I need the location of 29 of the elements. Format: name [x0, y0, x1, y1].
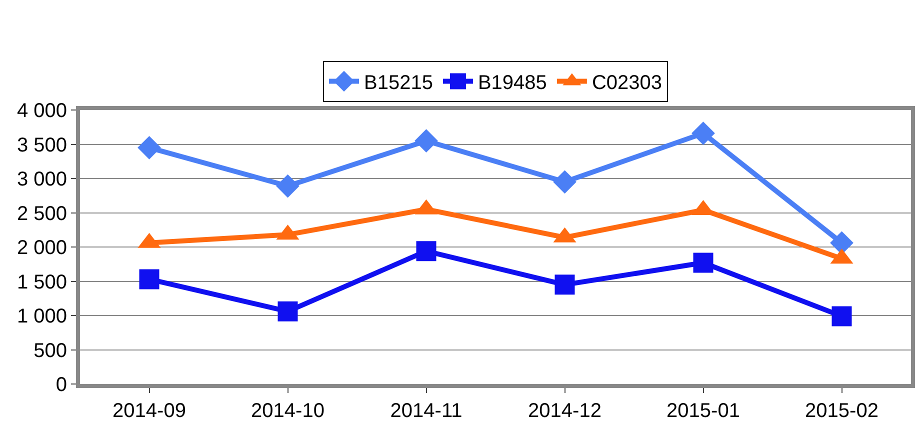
point: [693, 252, 714, 273]
point: [276, 174, 300, 198]
point: [553, 170, 576, 194]
y-tick-label: 0: [56, 374, 67, 396]
y-tick-label: 1 500: [16, 271, 67, 294]
y-tick-label: 3 500: [16, 134, 67, 156]
point: [832, 306, 852, 326]
point: [554, 274, 575, 295]
x-tick-label: 2014-09: [112, 400, 186, 422]
point: [139, 269, 160, 290]
point: [414, 129, 438, 153]
y-tick-label: 1 000: [16, 306, 67, 328]
legend-label: C02303: [592, 72, 662, 94]
x-tick-label: 2014-11: [390, 400, 462, 422]
point: [692, 122, 715, 145]
point: [416, 241, 436, 262]
x-tick-label: 2015-01: [666, 400, 740, 422]
y-tick-label: 3 000: [16, 168, 67, 190]
legend-label: B15215: [364, 72, 433, 94]
y-tick-label: 2 000: [16, 237, 67, 259]
x-tick-label: 2014-12: [528, 400, 602, 422]
point: [278, 301, 298, 322]
y-tick-label: 4 000: [16, 100, 67, 122]
y-tick-label: 500: [34, 340, 67, 362]
x-tick-label: 2014-10: [251, 400, 324, 422]
point: [138, 136, 161, 160]
x-tick-label: 2015-02: [805, 400, 878, 422]
legend-label: B19485: [478, 72, 547, 94]
y-tick-label: 2 500: [16, 202, 67, 225]
